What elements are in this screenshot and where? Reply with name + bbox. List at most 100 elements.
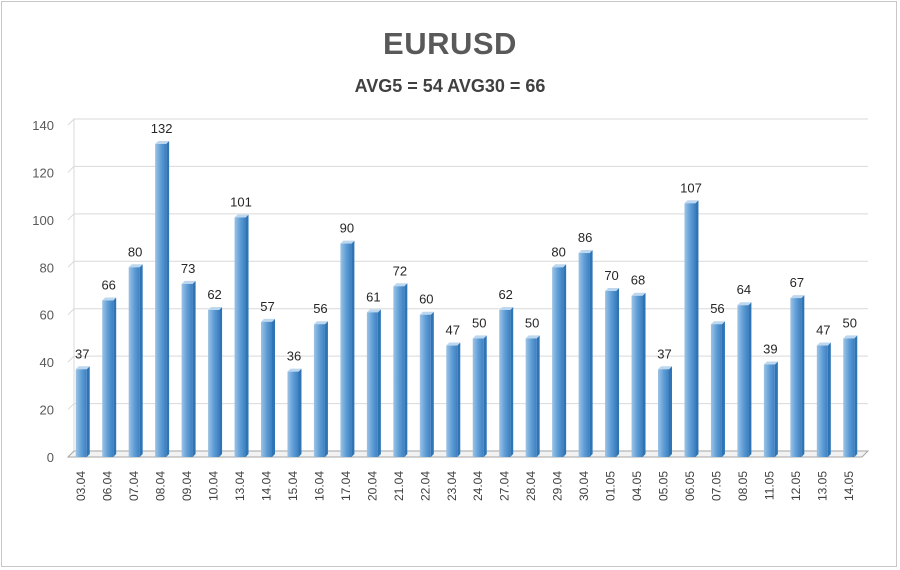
bar-side <box>669 366 672 457</box>
bar-side <box>827 342 831 457</box>
bar-front <box>75 369 87 457</box>
data-label: 61 <box>366 289 380 304</box>
data-label: 101 <box>230 194 252 209</box>
x-tick-label: 14.05 <box>842 471 856 501</box>
bar-side <box>510 306 514 457</box>
bar-side <box>324 321 328 457</box>
bar-side <box>351 240 355 457</box>
x-tick-label: 16.04 <box>312 471 326 501</box>
data-label: 70 <box>604 268 618 283</box>
bar <box>631 292 646 457</box>
data-label: 37 <box>75 346 89 361</box>
x-tick-label: 06.05 <box>683 471 697 501</box>
bar-front <box>419 314 431 457</box>
x-tick-label: 21.04 <box>392 471 406 501</box>
y-tick-label: 60 <box>40 308 54 323</box>
gridline <box>67 165 868 173</box>
data-label: 47 <box>446 323 460 338</box>
bar <box>419 311 434 457</box>
gridline <box>67 118 868 126</box>
bar-front <box>552 267 564 457</box>
data-label: 56 <box>710 301 724 316</box>
bar-top <box>393 283 408 287</box>
bar-front <box>525 338 537 457</box>
data-label: 47 <box>816 323 830 338</box>
bar-front <box>472 338 484 457</box>
bar <box>605 288 620 457</box>
x-tick-label: 10.04 <box>207 471 221 501</box>
bar-side <box>774 361 778 457</box>
bar-side <box>483 335 487 457</box>
chart-subtitle: AVG5 = 54 AVG30 = 66 <box>354 76 546 96</box>
x-tick-label: 07.05 <box>709 471 723 501</box>
bar <box>658 366 672 457</box>
x-tick-label: 12.05 <box>789 471 803 501</box>
bar-side <box>298 368 302 457</box>
bar <box>843 335 858 457</box>
bar-side <box>86 366 90 457</box>
bar-top <box>499 306 514 310</box>
bar-top <box>843 335 858 339</box>
bar-front <box>287 371 299 457</box>
bar-top <box>261 318 275 322</box>
bar-front <box>499 309 511 457</box>
bar <box>499 306 514 457</box>
bar-top <box>102 297 117 301</box>
bar-top <box>446 342 461 346</box>
y-tick-label: 100 <box>32 213 54 228</box>
bar-side <box>536 335 540 457</box>
x-tick-label: 08.04 <box>154 471 168 501</box>
x-tick-label: 15.04 <box>286 471 300 501</box>
data-label: 66 <box>101 277 115 292</box>
bar-front <box>128 267 140 457</box>
x-tick-label: 03.04 <box>74 471 88 501</box>
x-tick-label: 11.05 <box>762 471 776 500</box>
bar-side <box>245 214 249 457</box>
data-label: 39 <box>763 342 777 357</box>
x-tick-label: 09.04 <box>180 471 194 501</box>
data-label: 73 <box>181 261 195 276</box>
data-label: 80 <box>551 244 565 259</box>
bar-side <box>377 309 381 457</box>
bar-side <box>113 297 117 457</box>
x-tick-label: 08.05 <box>736 471 750 501</box>
bar <box>366 309 381 457</box>
bar-front <box>737 305 749 457</box>
bar-side <box>457 342 461 457</box>
bar <box>525 335 540 457</box>
data-label: 68 <box>631 273 645 288</box>
x-tick-label: 05.05 <box>657 471 671 501</box>
bar-front <box>340 243 352 457</box>
x-tick-label: 22.04 <box>418 471 432 501</box>
data-label: 62 <box>207 287 221 302</box>
bar <box>737 302 752 457</box>
data-label: 50 <box>472 315 486 330</box>
bar-front <box>684 203 696 457</box>
bar <box>155 140 170 457</box>
data-label: 72 <box>393 263 407 278</box>
bar-side <box>616 288 620 457</box>
data-label: 132 <box>151 121 173 136</box>
bar-front <box>658 369 669 457</box>
bar-front <box>393 286 405 457</box>
bar-front <box>816 345 828 457</box>
data-label: 67 <box>790 275 804 290</box>
x-tick-label: 23.04 <box>445 471 459 501</box>
bar-top <box>75 366 90 370</box>
data-label: 56 <box>313 301 327 316</box>
x-tick-label: 28.04 <box>524 471 538 501</box>
data-label: 64 <box>737 282 751 297</box>
bar-top <box>605 288 620 291</box>
x-tick-label: 14.04 <box>260 471 274 501</box>
bar-side <box>721 321 725 457</box>
data-labels: 37 66 80 132 73 62 101 57 36 56 90 61 72 60 47 50 62 50 80… <box>75 121 857 364</box>
bar-front <box>790 298 802 457</box>
data-label: 50 <box>843 315 857 330</box>
bar-top <box>472 335 487 339</box>
bar-side <box>272 318 275 457</box>
bar-top <box>578 250 593 254</box>
bar-front <box>631 295 643 457</box>
x-tick-label: 13.04 <box>233 471 247 501</box>
bar-front <box>313 324 325 457</box>
